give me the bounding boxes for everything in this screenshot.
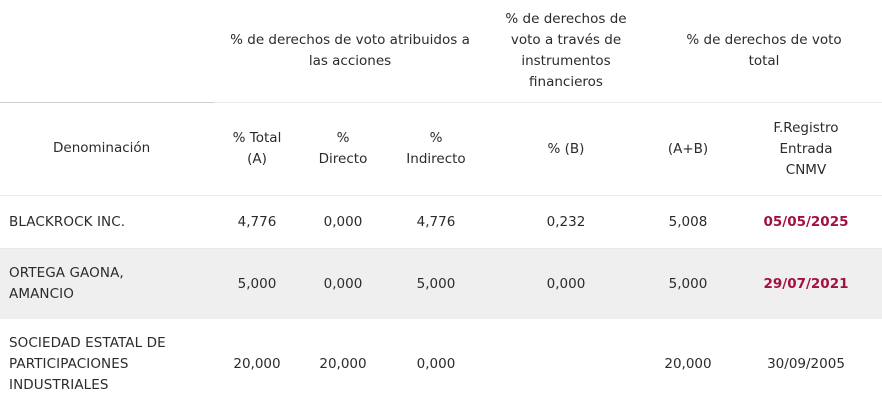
row-name: ORTEGA GAONA, AMANCIO xyxy=(0,248,214,319)
row-total: 20,000 xyxy=(233,355,281,372)
column-header-ab[interactable]: (A+B) xyxy=(646,102,730,196)
column-header-b[interactable]: % (B) xyxy=(486,102,646,196)
row-name-label: SOCIEDAD ESTATAL DE PARTICIPACIONES INDU… xyxy=(9,334,166,393)
row-name: SOCIEDAD ESTATAL DE PARTICIPACIONES INDU… xyxy=(0,319,214,409)
table-row: BLACKROCK INC. 4,776 0,000 4,776 0,232 5… xyxy=(0,195,882,249)
row-directo: 20,000 xyxy=(319,355,367,372)
row-total: 4,776 xyxy=(214,195,300,249)
column-header-total-label: % Total (A) xyxy=(232,130,282,167)
row-total: 5,000 xyxy=(214,248,300,319)
row-indirecto: 4,776 xyxy=(386,195,486,249)
group-header-votos-acciones: % de derechos de voto atribuidos a las a… xyxy=(214,0,486,103)
group-header-votos-acciones-label: % de derechos de voto atribuidos a las a… xyxy=(230,32,470,69)
group-header-instrumentos-label: % de derechos de voto a través de instru… xyxy=(505,11,627,90)
group-header-total: % de derechos de voto total xyxy=(646,0,882,103)
table-row: SOCIEDAD ESTATAL DE PARTICIPACIONES INDU… xyxy=(0,319,882,409)
column-header-indirecto-label: % Indirecto xyxy=(406,130,466,167)
row-ab: 20,000 xyxy=(664,355,712,372)
row-directo: 0,000 xyxy=(300,248,386,319)
row-fecha-cell: 29/07/2021 xyxy=(730,248,882,319)
row-b: 0,000 xyxy=(486,248,646,319)
column-header-indirecto[interactable]: % Indirecto xyxy=(386,102,486,196)
row-fecha-link[interactable]: 29/07/2021 xyxy=(763,275,849,292)
row-directo: 0,000 xyxy=(300,195,386,249)
group-header-row: % de derechos de voto atribuidos a las a… xyxy=(0,0,882,103)
row-indirecto: 0,000 xyxy=(416,355,456,372)
column-header-denominacion[interactable]: Denominación xyxy=(0,102,214,196)
row-ab: 5,000 xyxy=(646,248,730,319)
group-header-instrumentos: % de derechos de voto a través de instru… xyxy=(486,0,646,103)
column-header-total[interactable]: % Total (A) xyxy=(214,102,300,196)
header-blank-cell xyxy=(0,0,214,103)
row-fecha-link[interactable]: 05/05/2025 xyxy=(763,213,849,230)
row-fecha-cell: 05/05/2025 xyxy=(730,195,882,249)
group-header-total-label: % de derechos de voto total xyxy=(686,32,842,69)
column-header-fregistro-label: F.Registro Entrada CNMV xyxy=(773,119,839,178)
row-fecha-text: 30/09/2005 xyxy=(767,355,845,372)
row-fecha-cell: 30/09/2005 xyxy=(730,319,882,409)
row-b xyxy=(486,319,646,409)
row-ab: 5,008 xyxy=(646,195,730,249)
table-row: ORTEGA GAONA, AMANCIO 5,000 0,000 5,000 … xyxy=(0,248,882,319)
column-header-fregistro[interactable]: F.Registro Entrada CNMV xyxy=(730,102,882,196)
row-name: BLACKROCK INC. xyxy=(0,195,214,249)
row-b: 0,232 xyxy=(486,195,646,249)
row-indirecto: 5,000 xyxy=(386,248,486,319)
column-header-row: Denominación % Total (A) % Directo % Ind… xyxy=(0,102,882,196)
column-header-directo-label: % Directo xyxy=(318,130,368,167)
column-header-directo[interactable]: % Directo xyxy=(300,102,386,196)
row-name-label: ORTEGA GAONA, AMANCIO xyxy=(9,265,124,302)
